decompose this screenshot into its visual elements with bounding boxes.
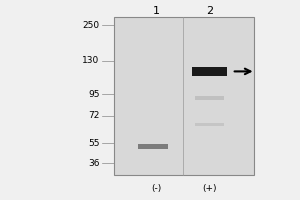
Bar [138, 144, 168, 149]
Text: 250: 250 [82, 21, 100, 30]
Text: 72: 72 [88, 111, 100, 120]
Text: 95: 95 [88, 90, 100, 99]
Text: 130: 130 [82, 56, 100, 65]
Bar [192, 67, 227, 76]
Text: 2: 2 [206, 6, 213, 16]
Text: 1: 1 [152, 6, 159, 16]
Text: 55: 55 [88, 139, 100, 148]
Text: (-): (-) [151, 184, 161, 193]
Text: (+): (+) [202, 184, 217, 193]
Bar [114, 17, 254, 175]
Bar [195, 96, 224, 100]
Text: 36: 36 [88, 159, 100, 168]
Bar [195, 123, 224, 126]
